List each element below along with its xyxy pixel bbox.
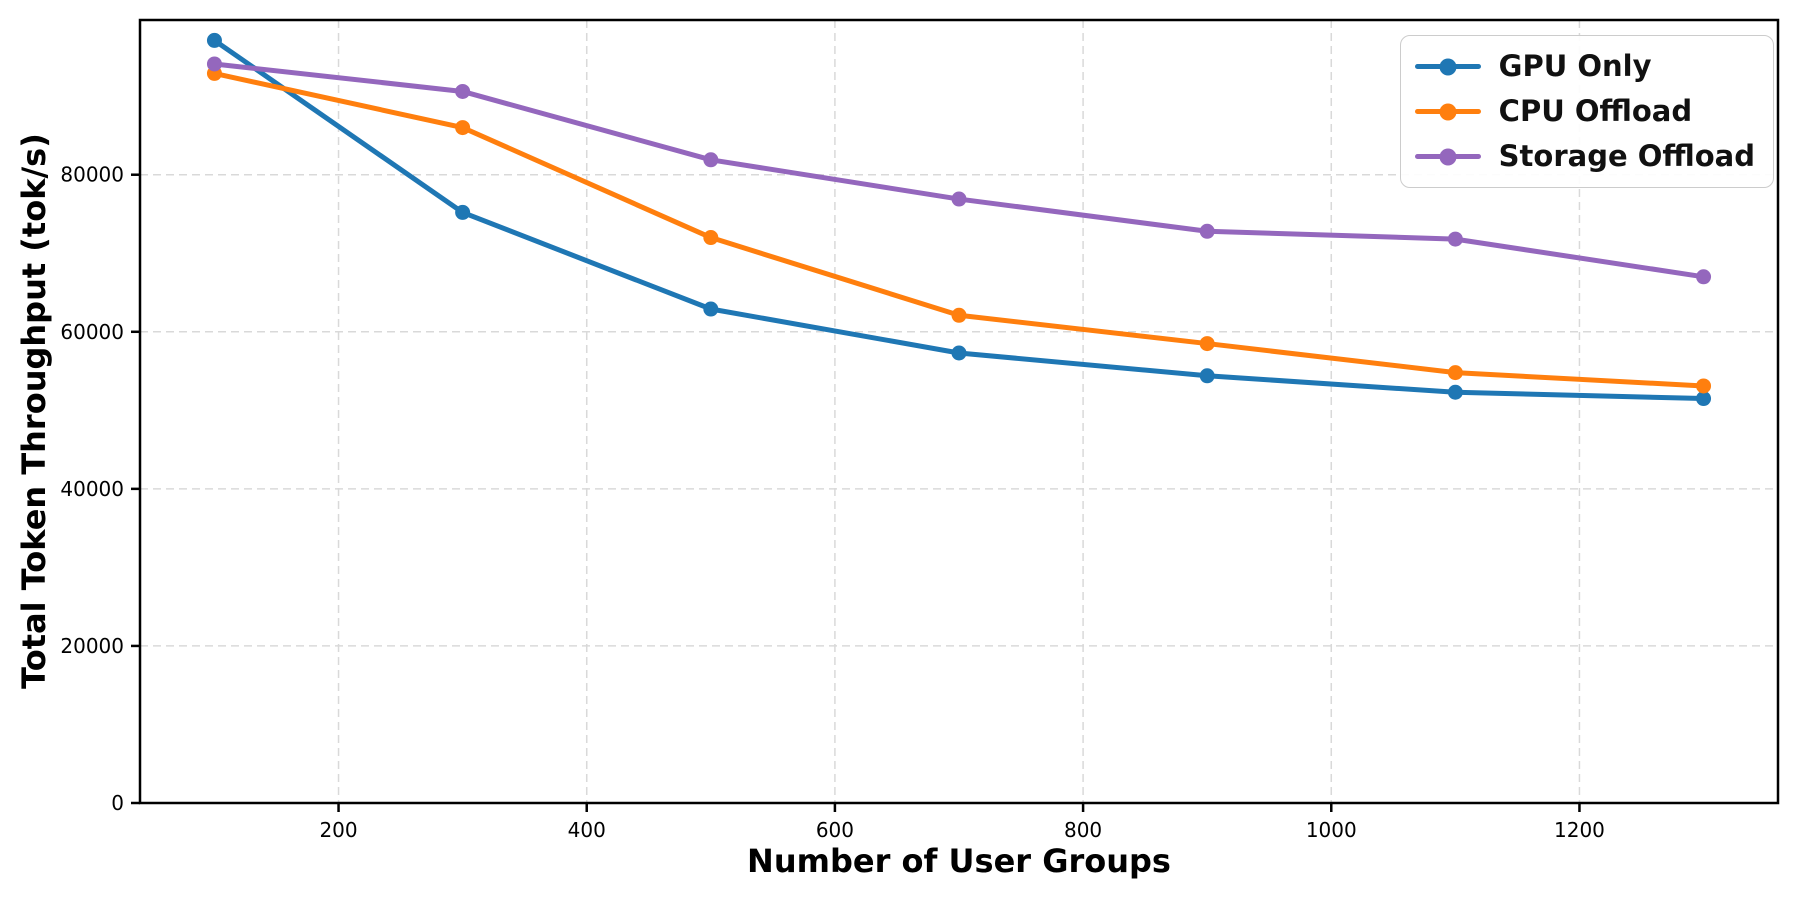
data-point-marker bbox=[455, 83, 471, 99]
data-point-marker bbox=[703, 230, 719, 246]
data-point-marker bbox=[1447, 231, 1463, 247]
data-point-marker bbox=[703, 152, 719, 168]
data-point-marker bbox=[206, 32, 222, 48]
data-point-marker bbox=[1199, 336, 1215, 352]
legend-label: Storage Offload bbox=[1498, 139, 1755, 173]
x-tick-label: 400 bbox=[568, 818, 606, 842]
y-axis-label: Total Token Throughput (tok/s) bbox=[15, 133, 53, 689]
x-tick-label: 800 bbox=[1064, 818, 1102, 842]
data-point-marker bbox=[1447, 365, 1463, 381]
x-axis-label: Number of User Groups bbox=[747, 842, 1171, 880]
data-point-marker bbox=[703, 301, 719, 317]
data-point-marker bbox=[455, 120, 471, 136]
data-point-marker bbox=[1696, 391, 1712, 407]
x-tick-label: 1200 bbox=[1554, 818, 1605, 842]
legend-label: GPU Only bbox=[1498, 49, 1652, 83]
y-tick-label: 40000 bbox=[60, 477, 124, 501]
legend-line-marker-swatch bbox=[1414, 103, 1481, 121]
x-tick-label: 200 bbox=[319, 818, 357, 842]
data-point-marker bbox=[1199, 223, 1215, 239]
y-tick-label: 80000 bbox=[60, 163, 124, 187]
axes-frame bbox=[138, 18, 1780, 805]
data-point-marker bbox=[1199, 368, 1215, 384]
data-point-marker bbox=[1696, 269, 1712, 285]
data-point-marker bbox=[206, 56, 222, 72]
y-tick-label: 60000 bbox=[60, 320, 124, 344]
data-point-marker bbox=[1696, 378, 1712, 394]
y-tick-label: 20000 bbox=[60, 634, 124, 658]
legend-item-storage-offload: Storage Offload bbox=[1414, 136, 1755, 177]
legend-label: CPU Offload bbox=[1498, 94, 1693, 128]
data-point-marker bbox=[951, 307, 967, 323]
legend: GPU Only CPU Offload Storage Offload bbox=[1399, 35, 1774, 188]
legend-line-marker-swatch bbox=[1414, 148, 1481, 166]
data-point-marker bbox=[1447, 384, 1463, 400]
legend-item-gpu-only: GPU Only bbox=[1414, 46, 1755, 87]
x-tick-label: 1000 bbox=[1306, 818, 1357, 842]
data-point-marker bbox=[951, 345, 967, 361]
legend-item-cpu-offload: CPU Offload bbox=[1414, 91, 1755, 132]
data-point-marker bbox=[951, 191, 967, 207]
data-point-marker bbox=[455, 204, 471, 220]
legend-line-marker-swatch bbox=[1414, 58, 1481, 76]
x-tick-label: 600 bbox=[816, 818, 854, 842]
y-tick-label: 0 bbox=[111, 791, 124, 815]
